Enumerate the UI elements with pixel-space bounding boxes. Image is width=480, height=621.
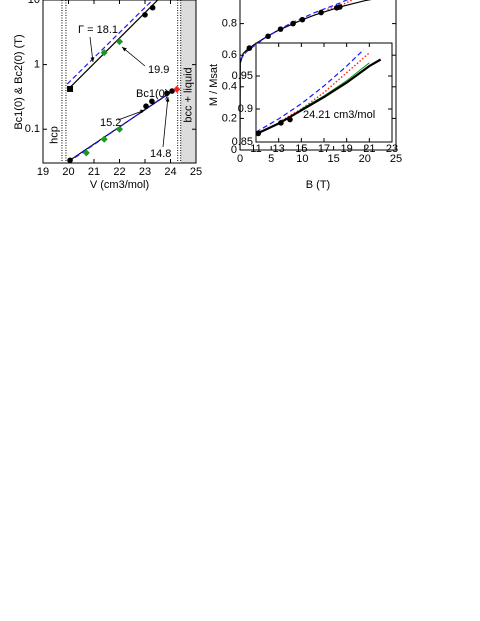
y-tick-label: 0.1: [25, 123, 40, 135]
series-group: [66, 0, 181, 163]
x-tick-label: 19: [37, 166, 49, 178]
data-line: [256, 49, 365, 133]
annotation-arrow: [162, 96, 169, 148]
x-tick-label: 25: [190, 166, 202, 178]
data-point: [67, 85, 74, 92]
annotation: 19.9: [148, 64, 169, 76]
plot-frame: [239, 0, 397, 151]
x-tick-label: 20: [62, 166, 74, 178]
data-point: [287, 116, 293, 123]
annotation-arrow: [117, 109, 146, 121]
x-tick-label: 13: [273, 143, 285, 155]
data-point: [67, 157, 73, 163]
annotation: Γ = 18.1: [78, 24, 118, 36]
data-line: [68, 87, 178, 163]
y-tick-label: 0.2: [222, 112, 237, 124]
data-point: [169, 88, 175, 94]
x-tick-label: 23: [139, 166, 151, 178]
data-point: [149, 4, 156, 11]
x-tick-label: 20: [359, 153, 371, 165]
y-tick-label: 10: [28, 0, 40, 6]
y-tick-label: 0.9: [238, 103, 253, 115]
x-axis-label: B (T): [306, 179, 330, 191]
x-tick-label: 22: [113, 166, 125, 178]
data-point: [290, 20, 296, 27]
data-point: [246, 45, 253, 51]
data-line: [66, 0, 154, 85]
panel: hcp bcc + liquid 19 20 21 22 23 24 25 0.1 1 10 Γ = 1…: [13, 0, 202, 191]
y-tick-label: 0.6: [222, 49, 237, 61]
region-label: hcp: [48, 126, 60, 144]
arrow-head: [165, 97, 170, 102]
y-tick-label: 1: [34, 59, 40, 71]
data-line: [240, 0, 372, 150]
y-axis-label: Bc1(0) & Bc2(0) (T): [13, 34, 25, 129]
x-tick-label: 19: [341, 143, 353, 155]
y-tick-label: 0.95: [232, 70, 253, 82]
x-axis-label: V (cm3/mol): [90, 179, 149, 191]
x-tick-label: 24: [164, 166, 176, 178]
y-tick-label: 0: [231, 144, 237, 156]
arrow-head: [122, 47, 127, 52]
data-point: [82, 149, 90, 157]
x-tick-label: 21: [88, 166, 100, 178]
data-point: [173, 85, 181, 93]
data-point: [116, 38, 123, 46]
data-point: [265, 33, 271, 40]
data-point: [100, 49, 108, 57]
x-tick-label: 5: [268, 153, 274, 165]
data-point: [299, 16, 306, 23]
arrow-head: [140, 109, 145, 114]
annotation-arrow: [121, 46, 146, 67]
data-point: [100, 135, 108, 143]
arrow-head: [90, 57, 95, 62]
x-tick-label: 0: [237, 153, 243, 165]
data-point: [256, 130, 262, 137]
data-line: [301, 62, 370, 110]
series-group: [240, 0, 372, 150]
plot-frame: [255, 42, 393, 143]
x-tick-label: 15: [327, 153, 339, 165]
data-point: [277, 26, 284, 32]
data-point: [149, 98, 155, 105]
plot-frame: [42, 0, 197, 164]
x-tick-label: 25: [390, 153, 402, 165]
y-tick-label: 0.8: [222, 18, 237, 30]
annotation: Bc1(0): [136, 88, 168, 100]
region-label: bcc + liquid: [182, 67, 194, 122]
x-tick-label: 21: [363, 143, 375, 155]
series-group: [256, 49, 382, 137]
y-tick-label: 0.4: [222, 81, 237, 93]
x-tick-label: 15: [295, 143, 307, 155]
data-point: [164, 90, 170, 97]
y-axis-label: M / Msat: [208, 64, 220, 106]
data-point: [278, 120, 284, 126]
data-point: [142, 12, 148, 18]
x-tick-label: 17: [318, 143, 330, 155]
annotation: 15.2: [100, 117, 121, 129]
data-point: [116, 125, 123, 133]
x-tick-label: 10: [296, 153, 308, 165]
inset: 11 13 15 17 19 21 23 0.85 0.9 0.95 24.21 cm3/mol: [232, 42, 398, 155]
data-point: [143, 103, 149, 110]
inset-background: [256, 43, 392, 142]
x-tick-label: 11: [250, 143, 261, 155]
annotation: 24.21 cm3/mol: [303, 109, 375, 121]
annotation: 14.8: [150, 148, 171, 160]
data-line: [240, 0, 349, 61]
region: [180, 0, 196, 163]
data-point: [337, 4, 343, 10]
y-tick-label: 0.85: [232, 136, 253, 148]
x-tick-label: 23: [386, 143, 398, 155]
data-point: [318, 9, 324, 16]
